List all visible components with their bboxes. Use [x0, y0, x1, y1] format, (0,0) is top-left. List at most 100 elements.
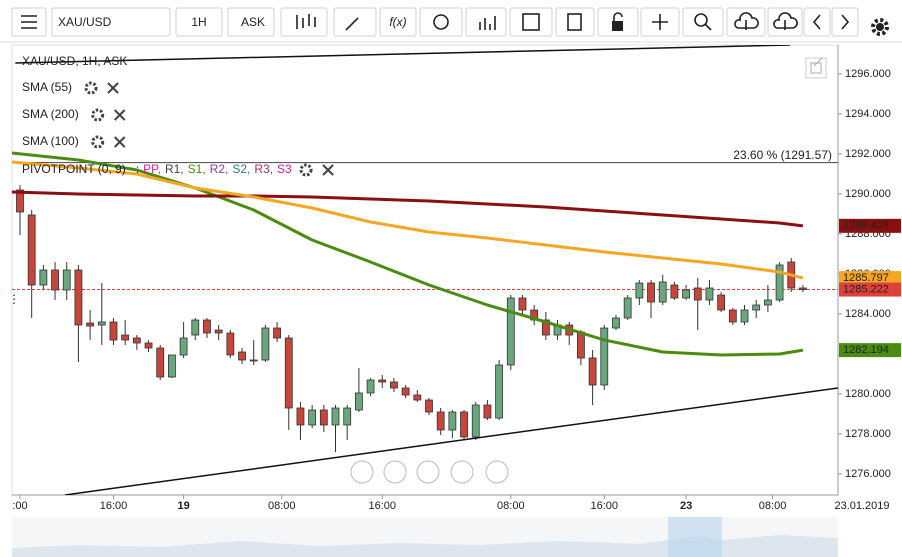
candle-body: [308, 409, 317, 426]
settings-icon[interactable]: [299, 163, 313, 177]
candle-body: [144, 342, 153, 349]
candle-body: [319, 409, 328, 426]
x-tick-label: 16:00: [591, 500, 619, 512]
y-tick-label: 1296.000: [845, 68, 891, 80]
popout-button[interactable]: [805, 57, 827, 79]
candle-body: [448, 411, 457, 431]
x-tick-label: :00: [12, 500, 27, 512]
interval-button[interactable]: [175, 7, 223, 37]
candle-body: [203, 319, 211, 334]
settings-icon[interactable]: [91, 108, 105, 122]
candle-body: [577, 331, 585, 359]
candle-body: [86, 322, 95, 327]
download-button[interactable]: [767, 7, 803, 37]
legend-entry: SMA (55): [22, 80, 72, 94]
candle-body: [717, 294, 726, 311]
sma-value-tag-bg: [839, 271, 901, 286]
pivot-level: S1,: [188, 162, 206, 176]
axes: 1276.0001278.0001280.0001282.0001284.000…: [12, 68, 901, 512]
zoom-out-button[interactable]: [383, 460, 407, 484]
candle-body: [16, 189, 24, 213]
x-tick-label: 08:00: [268, 500, 296, 512]
candle-body: [635, 282, 644, 299]
x-tick-label: 23: [680, 500, 692, 512]
sma-line: [12, 151, 804, 357]
crosshair-button[interactable]: [640, 7, 680, 37]
y-tick-label: 1292.000: [845, 148, 891, 160]
candle-body: [612, 317, 620, 329]
x-tick-label: 16:00: [368, 500, 396, 512]
candle-body: [483, 404, 492, 419]
info-button[interactable]: [419, 7, 463, 37]
scroll-right-button[interactable]: [485, 460, 509, 484]
candle-body: [179, 337, 188, 356]
trendline: [15, 45, 791, 64]
sma-value-tag-bg: [839, 218, 901, 233]
navigator-window[interactable]: [668, 517, 722, 557]
chart-type-button[interactable]: [280, 7, 328, 37]
pivot-level: PP,: [143, 162, 161, 176]
candle-body: [62, 269, 71, 291]
remove-icon[interactable]: [113, 109, 126, 121]
upload-button[interactable]: [726, 7, 766, 37]
legend-entry: SMA (100): [22, 134, 79, 148]
remove-icon[interactable]: [107, 82, 119, 94]
candle-body: [693, 287, 702, 301]
candle-body: [401, 387, 410, 396]
candle-body: [460, 411, 468, 438]
pivot-level: R3,: [254, 162, 273, 176]
next-button[interactable]: [831, 7, 859, 37]
plot: 23.60 % (1291.57): [12, 45, 838, 495]
function-button[interactable]: [379, 7, 417, 37]
calendar-button[interactable]: [509, 7, 553, 37]
candle-body: [518, 297, 527, 311]
remove-icon[interactable]: [113, 136, 126, 148]
candle-body: [682, 289, 690, 299]
candle-body: [506, 297, 515, 366]
candle-body: [51, 269, 59, 291]
prev-button[interactable]: [803, 7, 831, 37]
candle-body: [74, 269, 83, 326]
pivot-level: S3: [277, 162, 292, 176]
scroll-left-button[interactable]: [350, 460, 374, 484]
draw-button[interactable]: [333, 7, 377, 37]
candle-body: [705, 287, 714, 301]
settings-button[interactable]: [871, 18, 889, 36]
candle-body: [436, 411, 445, 431]
chart-navigation: [350, 460, 509, 484]
zoom-button[interactable]: [682, 7, 724, 37]
candle-body: [27, 214, 36, 286]
last-price-tag: 1285.222: [843, 283, 889, 295]
candle-body: [390, 381, 398, 389]
zoom-in-button[interactable]: [450, 460, 474, 484]
resize-handle[interactable]: ⋮: [8, 292, 20, 306]
candle-body: [331, 407, 340, 426]
candle-body: [775, 264, 784, 301]
remove-icon[interactable]: [322, 164, 334, 176]
template-button[interactable]: [555, 7, 595, 37]
y-tick-label: 1280.000: [845, 388, 891, 400]
candle-body: [226, 332, 235, 356]
indicator-name: PIVOTPOINT (0, 9): [22, 162, 126, 176]
settings-icon[interactable]: [91, 135, 105, 149]
sma-value-tag-bg: [839, 343, 901, 358]
x-tick-label: 19: [177, 500, 189, 512]
candle-body: [121, 334, 130, 341]
fib-label: 23.60 % (1291.57): [733, 148, 832, 162]
legend: XAU/USD, 1H, ASK SMA (55) SMA (200) SMA …: [22, 54, 334, 177]
indicator-label: PIVOTPOINT (0, 9): PP, R1, S1, R2, S2, R3, S3: [22, 162, 292, 176]
reset-button[interactable]: [416, 460, 440, 484]
price-type-button[interactable]: [227, 7, 275, 37]
legend-entry: SMA (200): [22, 107, 79, 121]
instrument-label: XAU/USD, 1H, ASK: [22, 54, 127, 68]
settings-icon[interactable]: [84, 81, 98, 95]
symbol-input[interactable]: [51, 7, 171, 37]
sma-value-tag: 1282.194: [843, 344, 889, 356]
pivot-level: R2,: [210, 162, 229, 176]
menu-button[interactable]: [11, 7, 47, 37]
candle-body: [39, 269, 48, 286]
indicator-button[interactable]: [465, 7, 507, 37]
candle-body: [378, 379, 387, 383]
lock-button[interactable]: [597, 7, 639, 37]
